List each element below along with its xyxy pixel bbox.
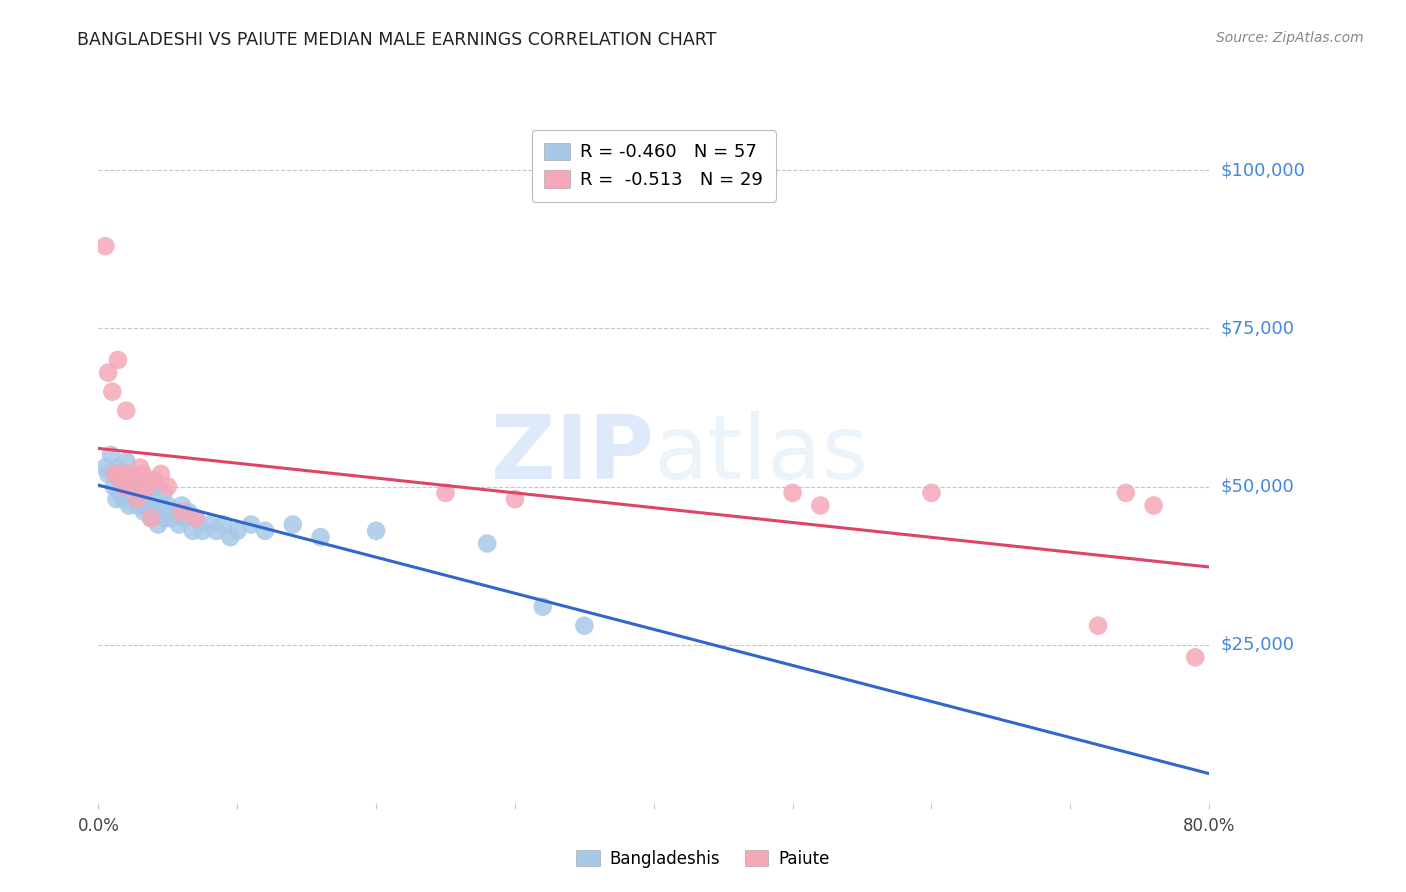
Point <box>366 524 388 538</box>
Point <box>118 467 141 481</box>
Point <box>149 467 172 481</box>
Point <box>281 517 304 532</box>
Point <box>117 486 139 500</box>
Point <box>127 492 149 507</box>
Point <box>104 467 127 481</box>
Point <box>94 239 117 253</box>
Point <box>574 618 596 632</box>
Point <box>124 492 146 507</box>
Point <box>152 486 174 500</box>
Point <box>131 499 153 513</box>
Point <box>112 492 135 507</box>
Point <box>159 511 181 525</box>
Point <box>105 492 128 507</box>
Point <box>170 499 193 513</box>
Point <box>198 517 221 532</box>
Point <box>136 479 159 493</box>
Point <box>920 486 942 500</box>
Point <box>1087 618 1109 632</box>
Point <box>115 454 138 468</box>
Point <box>153 511 176 525</box>
Point <box>177 505 200 519</box>
Point <box>110 467 132 481</box>
Point <box>143 492 166 507</box>
Text: Source: ZipAtlas.com: Source: ZipAtlas.com <box>1216 31 1364 45</box>
Point <box>103 479 125 493</box>
Point <box>114 479 136 493</box>
Point <box>205 524 228 538</box>
Text: $50,000: $50,000 <box>1220 477 1294 496</box>
Point <box>181 524 204 538</box>
Point <box>107 353 129 368</box>
Point <box>226 524 249 538</box>
Point <box>120 467 142 481</box>
Point <box>101 384 124 399</box>
Point <box>100 448 122 462</box>
Point <box>122 479 145 493</box>
Legend: R = -0.460   N = 57, R =  -0.513   N = 29: R = -0.460 N = 57, R = -0.513 N = 29 <box>531 130 776 202</box>
Point <box>138 499 160 513</box>
Point <box>149 499 172 513</box>
Point <box>503 492 526 507</box>
Point <box>143 479 166 493</box>
Point <box>108 473 131 487</box>
Point <box>219 530 242 544</box>
Point <box>110 486 132 500</box>
Point <box>156 499 179 513</box>
Point <box>184 511 207 525</box>
Point <box>167 517 190 532</box>
Point <box>141 511 163 525</box>
Point <box>434 486 457 500</box>
Point <box>184 511 207 525</box>
Point <box>212 517 235 532</box>
Point <box>136 486 159 500</box>
Point <box>132 467 155 481</box>
Point <box>134 505 156 519</box>
Point <box>125 473 148 487</box>
Point <box>129 486 152 500</box>
Text: BANGLADESHI VS PAIUTE MEDIAN MALE EARNINGS CORRELATION CHART: BANGLADESHI VS PAIUTE MEDIAN MALE EARNIN… <box>77 31 717 49</box>
Point <box>1115 486 1137 500</box>
Point <box>191 524 214 538</box>
Point <box>170 505 193 519</box>
Point <box>104 467 127 481</box>
Point <box>111 467 134 481</box>
Point <box>129 460 152 475</box>
Point <box>475 536 499 550</box>
Point <box>810 499 832 513</box>
Point <box>1184 650 1206 665</box>
Point <box>143 473 166 487</box>
Point <box>309 530 332 544</box>
Text: $75,000: $75,000 <box>1220 319 1295 337</box>
Point <box>253 524 276 538</box>
Point <box>132 479 155 493</box>
Point <box>782 486 804 500</box>
Text: $100,000: $100,000 <box>1220 161 1305 179</box>
Point <box>145 505 167 519</box>
Point <box>141 511 163 525</box>
Point <box>94 460 117 475</box>
Point <box>97 366 120 380</box>
Point <box>240 517 263 532</box>
Point <box>112 479 135 493</box>
Text: $25,000: $25,000 <box>1220 636 1295 654</box>
Point <box>118 499 141 513</box>
Point <box>122 479 145 493</box>
Point <box>146 517 169 532</box>
Text: ZIP: ZIP <box>491 411 654 499</box>
Point <box>163 505 186 519</box>
Point <box>531 599 554 614</box>
Point <box>173 511 195 525</box>
Point <box>107 460 129 475</box>
Text: atlas: atlas <box>654 411 869 499</box>
Point <box>115 403 138 417</box>
Point <box>156 479 179 493</box>
Point <box>97 467 120 481</box>
Legend: Bangladeshis, Paiute: Bangladeshis, Paiute <box>569 844 837 875</box>
Point <box>127 499 149 513</box>
Point <box>1143 499 1166 513</box>
